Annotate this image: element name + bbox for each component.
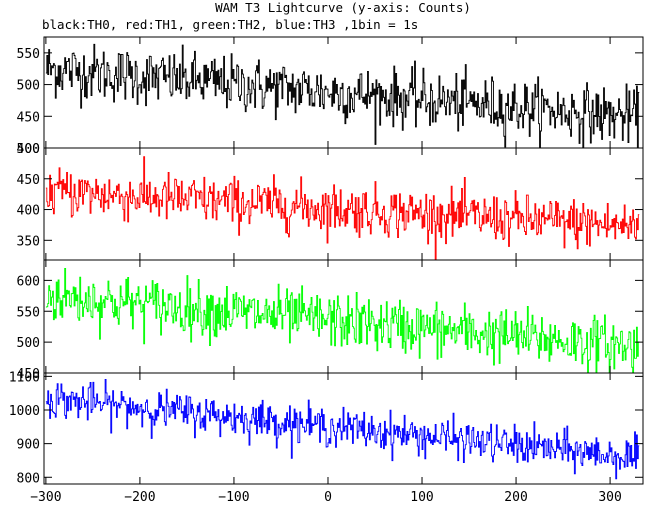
ytick-label-2-3: 600 bbox=[17, 274, 40, 289]
xtick-label-1: −200 bbox=[124, 490, 155, 505]
ytick-label-0-0: 400 bbox=[17, 142, 40, 157]
ytick-label-0-2: 500 bbox=[17, 79, 40, 94]
panel-0: 400 450 500 550 bbox=[17, 36, 644, 157]
ytick-label-3-0: 800 bbox=[17, 471, 40, 486]
ytick-label-3-1: 900 bbox=[17, 438, 40, 453]
xtick-label-4: 100 bbox=[410, 490, 433, 505]
panel-frame-2 bbox=[43, 259, 644, 374]
panel-1: 350 400 450 500 bbox=[17, 142, 644, 261]
panel-frame-1 bbox=[43, 147, 644, 261]
panel-2: 450 500 550 600 bbox=[17, 259, 644, 382]
series-line-3 bbox=[45, 379, 640, 480]
panels: 400 450 500 550 350 400 450 500 450 500 550 600 800 9… bbox=[9, 36, 644, 505]
series-line-2 bbox=[45, 268, 640, 373]
ytick-label-2-0: 450 bbox=[17, 367, 40, 382]
ytick-label-1-2: 450 bbox=[17, 173, 40, 188]
ytick-label-1-1: 400 bbox=[17, 204, 40, 219]
xtick-label-5: 200 bbox=[504, 490, 527, 505]
ytick-label-3-3: 1100 bbox=[9, 370, 40, 385]
ytick-label-0-1: 450 bbox=[17, 110, 40, 125]
xtick-label-3: 0 bbox=[324, 490, 332, 505]
ytick-label-0-3: 550 bbox=[17, 47, 40, 62]
xtick-label-2: −100 bbox=[218, 490, 249, 505]
ytick-label-2-1: 500 bbox=[17, 336, 40, 351]
panel-frame-3 bbox=[43, 372, 644, 485]
ytick-label-1-0: 350 bbox=[17, 234, 40, 249]
panel-frame-0 bbox=[43, 36, 644, 149]
xtick-label-6: 300 bbox=[598, 490, 621, 505]
chart-title: WAM T3 Lightcurve (y-axis: Counts) bbox=[215, 0, 471, 15]
xtick-label-0: −300 bbox=[30, 490, 61, 505]
ytick-label-3-2: 1000 bbox=[9, 404, 40, 419]
ytick-label-2-2: 550 bbox=[17, 305, 40, 320]
series-line-1 bbox=[45, 156, 640, 260]
chart-subtitle: black:TH0, red:TH1, green:TH2, blue:TH3 … bbox=[42, 17, 418, 32]
panel-3: 800 900 1000 1100 bbox=[9, 370, 644, 486]
series-line-0 bbox=[45, 43, 640, 148]
ytick-label-1-3: 500 bbox=[17, 142, 40, 157]
